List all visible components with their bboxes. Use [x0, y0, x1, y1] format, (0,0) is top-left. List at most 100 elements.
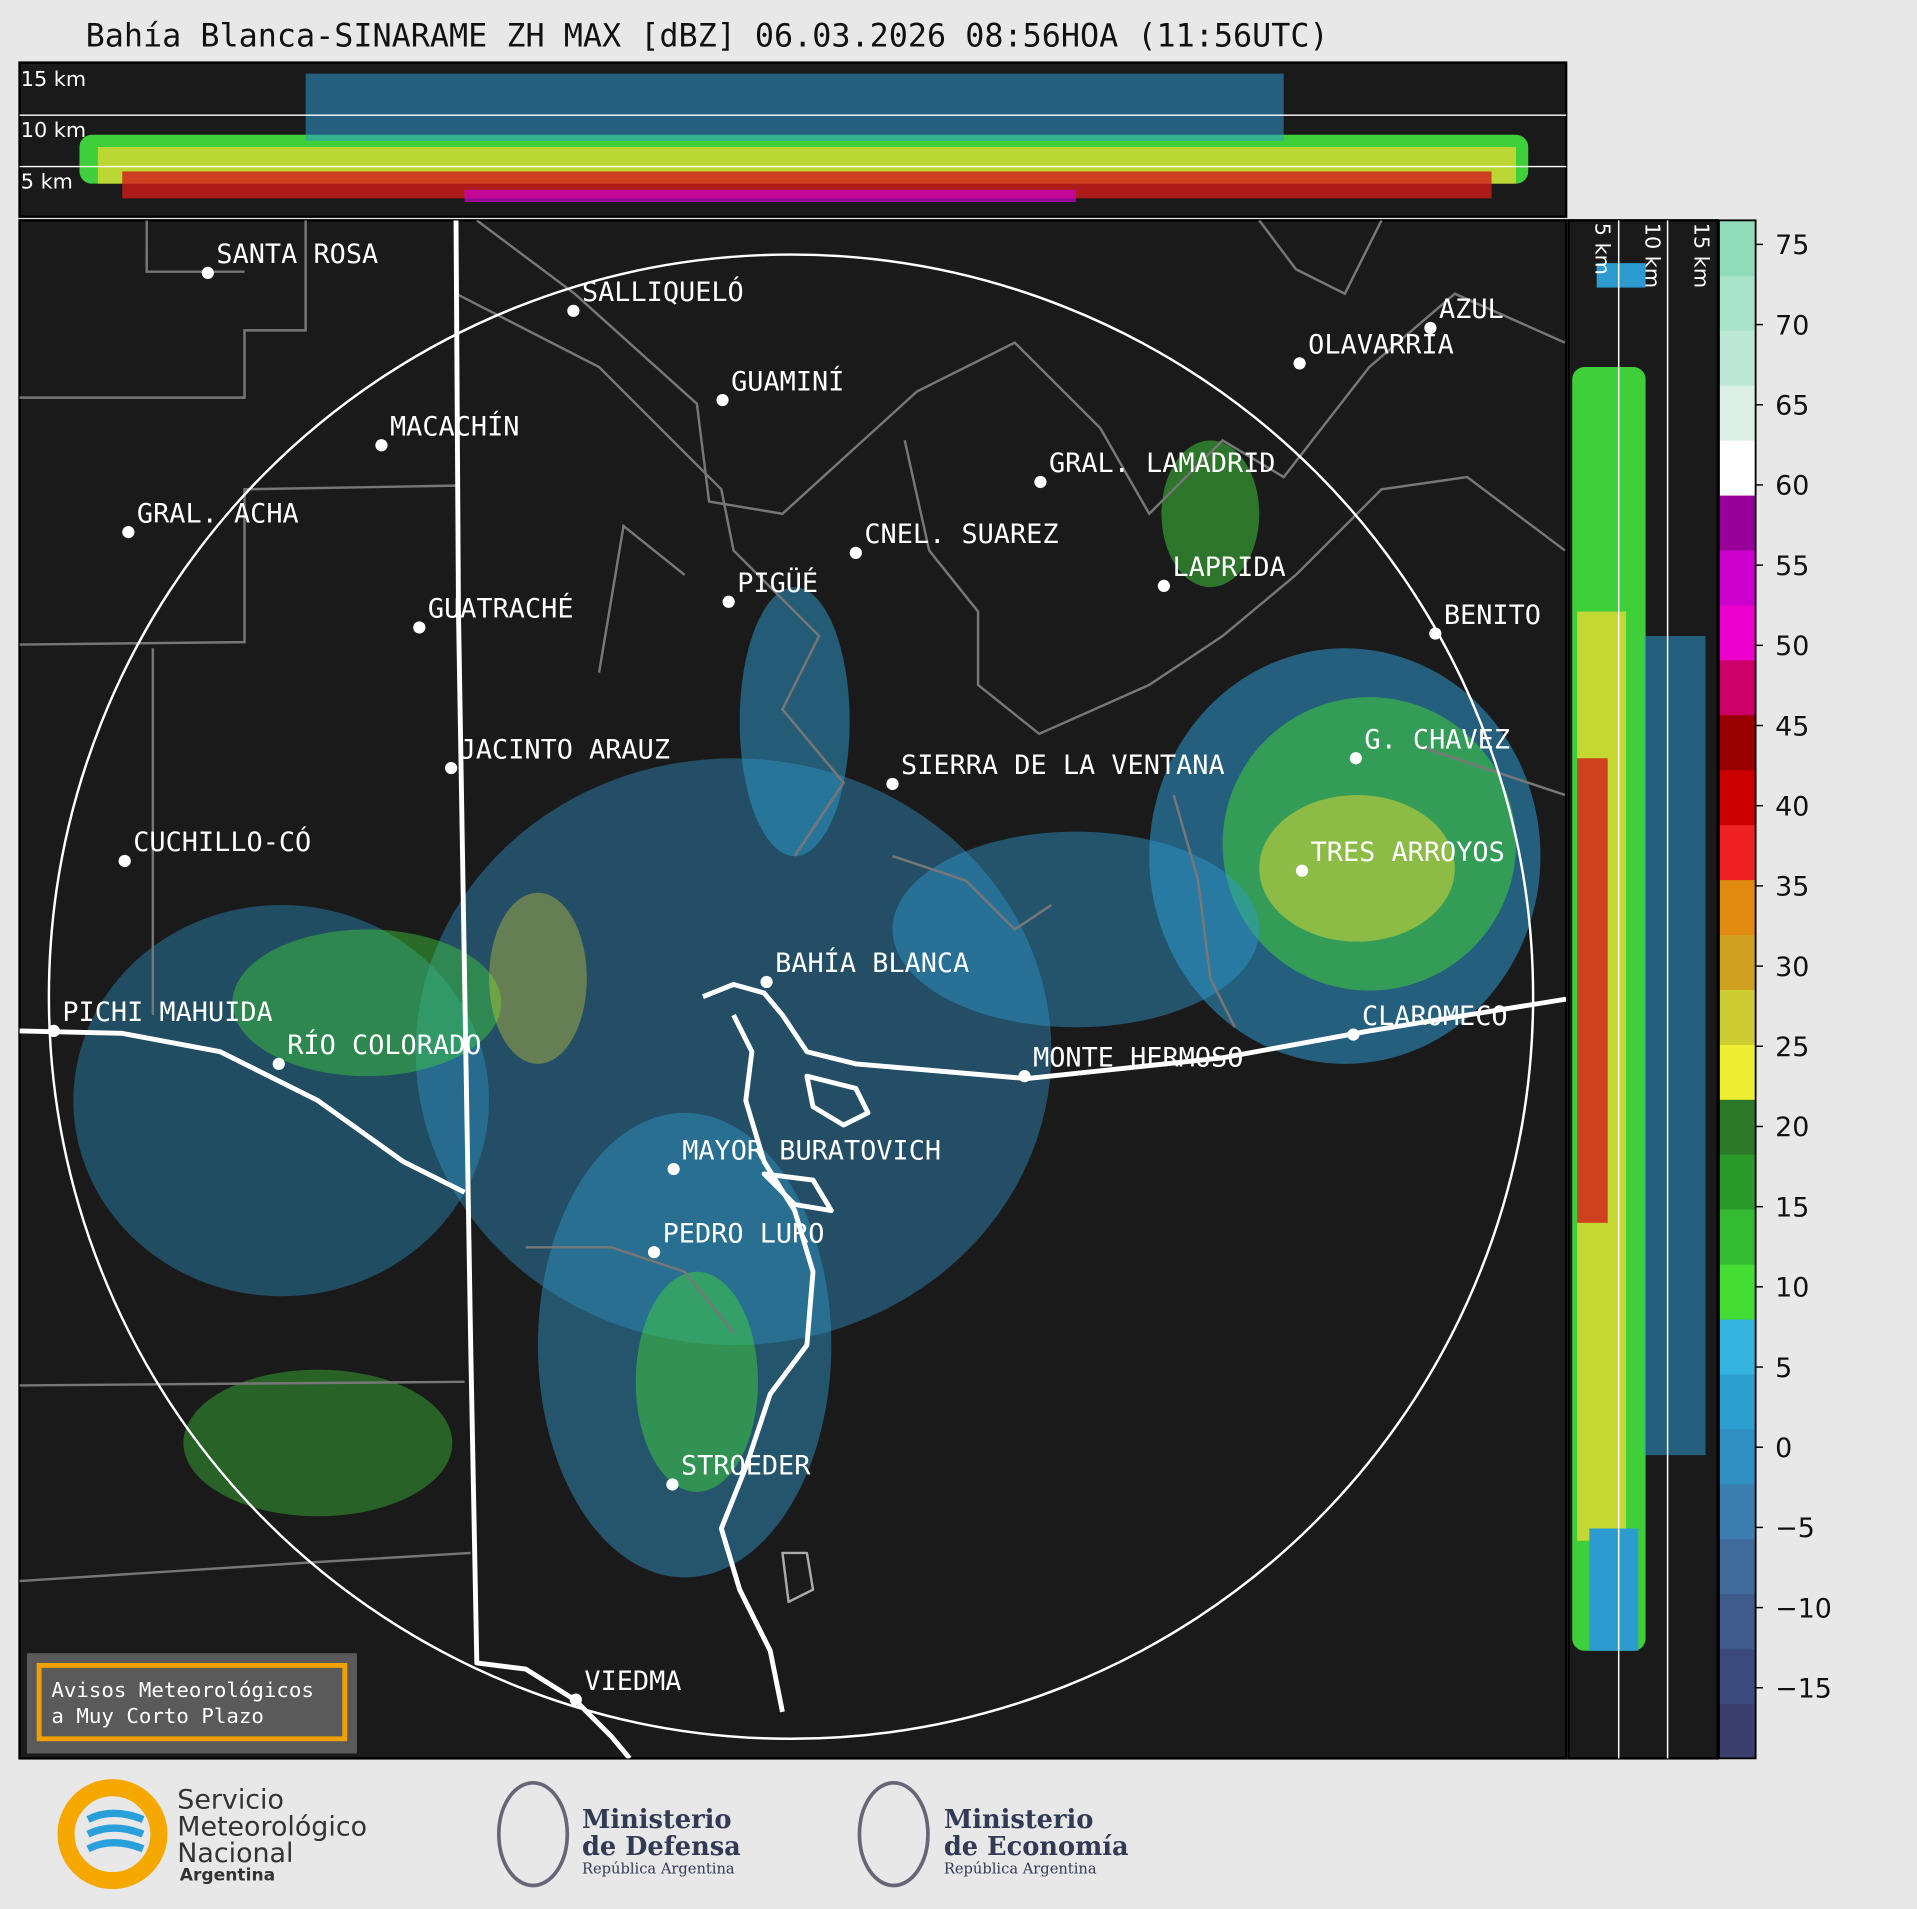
height-label: 15 km [1689, 223, 1713, 288]
logo-text: República Argentina [582, 1860, 735, 1877]
border [476, 220, 1566, 516]
colorbar-segment [1718, 275, 1756, 331]
place-dot [1347, 1028, 1360, 1041]
colorbar-tick-label: 70 [1775, 310, 1809, 341]
echo [305, 73, 1284, 141]
height-label: 10 km [21, 118, 86, 142]
logo-text: Argentina [180, 1866, 275, 1886]
place-label: MAYOR BURATOVICH [682, 1135, 941, 1166]
colorbar-tick-label: −5 [1775, 1513, 1815, 1544]
place-label: G. CHAVEZ [1364, 724, 1510, 755]
colorbar-segment [1718, 769, 1756, 826]
place-dot [569, 1693, 582, 1706]
places: SANTA ROSA SALLIQUELÓ GUAMINÍ MACACHÍN GRAL.… [47, 239, 1541, 1706]
place-dot [567, 304, 580, 317]
place-label: CNEL. SUAREZ [864, 519, 1058, 550]
colorbar-frame [1718, 219, 1757, 1760]
border [19, 484, 457, 646]
place-dot [47, 1024, 60, 1038]
colorbar-tick-label: 15 [1775, 1192, 1809, 1223]
colorbar-tick-label: 50 [1775, 631, 1809, 662]
border [903, 440, 1566, 736]
logo-smn: Servicio Meteorológico Nacional Argentin… [57, 1779, 367, 1890]
place-dot [760, 975, 773, 989]
colorbar-segment [1718, 1593, 1756, 1650]
place-label: SANTA ROSA [216, 239, 378, 270]
colorbar-segment [1718, 1044, 1756, 1100]
colorbar-segment [1718, 989, 1756, 1045]
colorbar-tick-label: 25 [1775, 1032, 1809, 1063]
height-label: 5 km [1590, 223, 1614, 275]
place-label: BENITO [1444, 600, 1541, 631]
colorbar-segment [1718, 1263, 1756, 1320]
border [19, 1380, 465, 1387]
echo [183, 1369, 453, 1517]
banner-frame [36, 1662, 348, 1742]
place-dot [375, 439, 388, 452]
colorbar-segment [1718, 1428, 1756, 1485]
colorbar-tick-label: 0 [1775, 1433, 1792, 1464]
colorbar-segment [1718, 1483, 1756, 1540]
place-dot [1429, 627, 1442, 640]
logo-mark [57, 1779, 168, 1890]
range-ring [47, 253, 1535, 1741]
echo [1644, 636, 1706, 1456]
place-dot [666, 1478, 679, 1491]
colorbar-tick-label: 75 [1775, 230, 1809, 261]
place-dot [413, 621, 426, 634]
logo-text: de Economía [944, 1832, 1129, 1862]
island [804, 1073, 871, 1128]
coast [718, 1013, 816, 1713]
coast [702, 982, 1567, 1082]
colorbar-segment [1718, 1099, 1756, 1155]
place-label: AZUL [1439, 294, 1504, 325]
place-label: VIEDMA [584, 1666, 681, 1697]
height-label: 5 km [21, 170, 73, 194]
echo [73, 904, 490, 1297]
place-dot [122, 525, 135, 539]
logo-text: Ministerio [944, 1805, 1094, 1835]
colorbar-segment [1718, 934, 1756, 990]
province-border [453, 220, 632, 1759]
logo-mark [857, 1780, 930, 1888]
logo-text: República Argentina [944, 1860, 1097, 1877]
place-label: CUCHILLO-CÓ [133, 826, 311, 858]
colorbar-segment [1718, 824, 1756, 881]
colorbar-segment [1718, 1648, 1756, 1705]
coastline [19, 220, 1567, 1759]
colorbar-segment [1718, 440, 1756, 496]
logo-text: Meteorológico [177, 1811, 367, 1842]
place-label: SALLIQUELÓ [582, 276, 744, 308]
place-dot [118, 854, 131, 868]
logo-text: Nacional [177, 1838, 293, 1869]
colorbar-segment [1718, 1209, 1756, 1265]
logo-text: Servicio [177, 1784, 284, 1815]
logo-text: Ministerio [582, 1805, 732, 1835]
side-profile-echo [1572, 263, 1706, 1651]
echo [1259, 794, 1455, 942]
colorbar-segment [1718, 494, 1756, 551]
colorbar-tick-label: 55 [1775, 551, 1809, 582]
border [1258, 220, 1383, 296]
echo [232, 929, 502, 1077]
colorbar-tick-label: 40 [1775, 791, 1809, 822]
echo [489, 892, 587, 1064]
colorbar-tick-label: −10 [1775, 1593, 1832, 1624]
place-dot [1018, 1070, 1031, 1083]
place-label: GRAL. LAMADRID [1049, 448, 1276, 479]
colorbar-tick-label: 20 [1775, 1112, 1809, 1143]
place-dot [1293, 357, 1306, 370]
place-dot [1157, 579, 1171, 593]
colorbar-segment [1718, 330, 1756, 386]
colorbar-segment [1718, 604, 1756, 661]
place-dot [1034, 475, 1047, 489]
border [19, 1551, 471, 1583]
colorbar-tick-label: 5 [1775, 1353, 1792, 1384]
place-label: CLAROMECO [1362, 1001, 1508, 1032]
border [1172, 794, 1236, 1028]
place-label: JACINTO ARAUZ [460, 734, 670, 765]
place-dot [667, 1162, 680, 1176]
place-dot [849, 546, 862, 559]
colorbar-segment [1718, 879, 1756, 936]
